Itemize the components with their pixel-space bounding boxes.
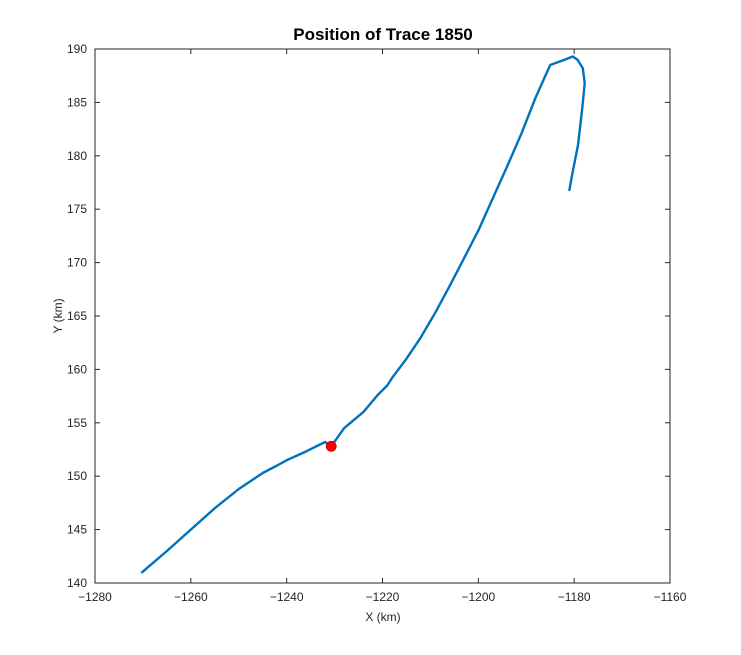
plot-frame xyxy=(94,48,671,584)
y-tick-label: 140 xyxy=(67,576,87,590)
ticks-layer: −1280 −1260 −1240 −1220 −1200 −1180 −1160 140 14… xyxy=(67,42,687,604)
plot-area xyxy=(95,49,670,583)
y-axis-label: Y (km) xyxy=(51,298,65,333)
y-tick-label: 145 xyxy=(67,523,87,537)
y-tick-label: 160 xyxy=(67,362,87,376)
x-tick-label: −1280 xyxy=(78,590,112,604)
y-tick-label: 175 xyxy=(67,202,87,216)
x-tick-label: −1240 xyxy=(270,590,304,604)
x-tick-label: −1180 xyxy=(558,590,591,604)
series-layer xyxy=(140,55,586,574)
y-tick-label: 185 xyxy=(67,95,87,109)
y-tick-label: 165 xyxy=(67,309,87,323)
x-tick-label: −1200 xyxy=(461,590,495,604)
x-tick-label: −1220 xyxy=(366,590,400,604)
trace-line xyxy=(140,55,586,574)
y-tick-label: 170 xyxy=(67,256,87,270)
y-tick-label: 155 xyxy=(67,416,87,430)
y-tick-label: 150 xyxy=(67,469,87,483)
x-tick-label: −1260 xyxy=(174,590,208,604)
y-tick-label: 180 xyxy=(67,149,87,163)
chart-title: Position of Trace 1850 xyxy=(293,25,473,44)
y-tick-label: 190 xyxy=(67,42,87,56)
x-tick-label: −1160 xyxy=(654,590,687,604)
position-marker xyxy=(325,440,337,452)
x-axis-label: X (km) xyxy=(365,610,400,624)
